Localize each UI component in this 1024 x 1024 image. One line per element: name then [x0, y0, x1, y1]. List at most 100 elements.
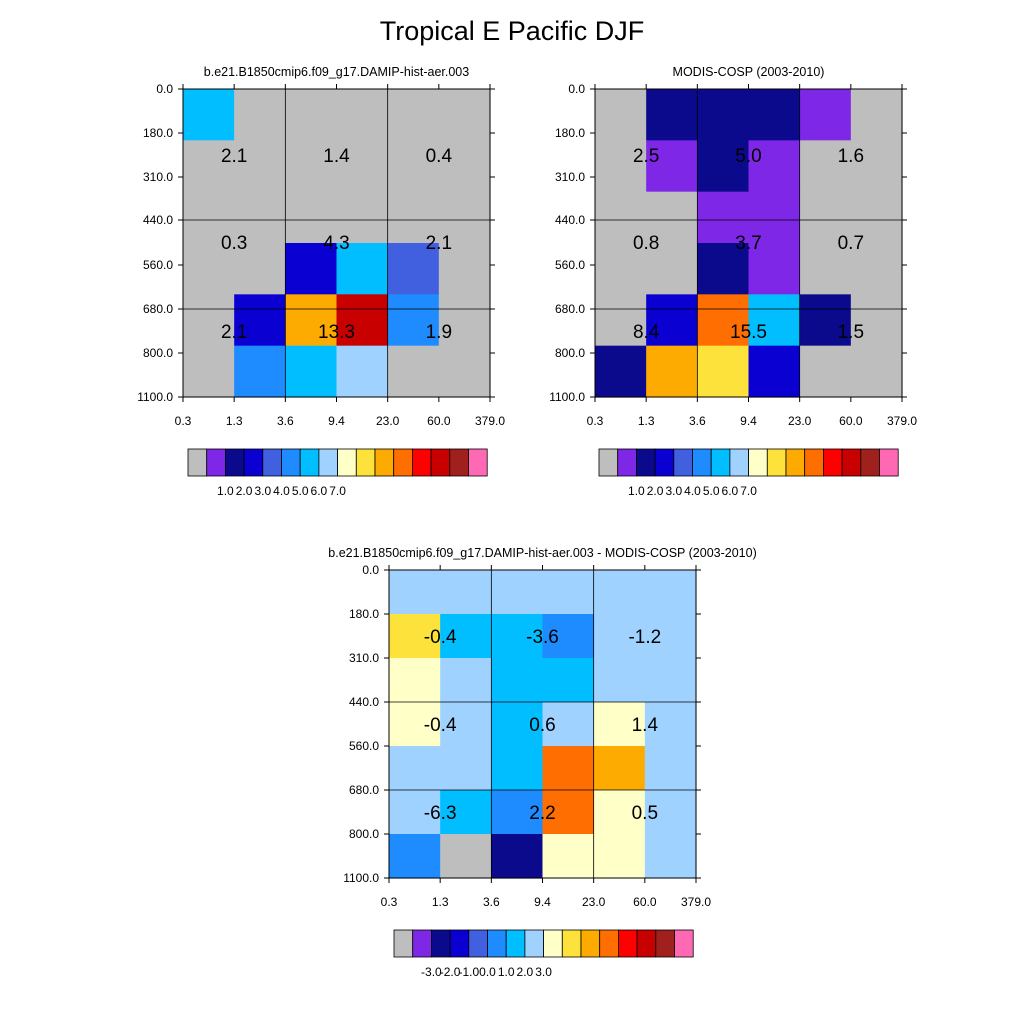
heatmap-cell — [595, 191, 647, 244]
colorbar-label: 4.0 — [684, 484, 701, 498]
colorbar-swatch — [692, 448, 712, 477]
colorbar-label: -1.0 — [458, 965, 479, 979]
colorbar-swatch — [841, 448, 862, 477]
colorbar-swatch — [655, 929, 675, 958]
region-value-label: -0.4 — [424, 715, 457, 736]
region-value-label: -3.6 — [526, 627, 559, 648]
heatmap-cell — [542, 790, 595, 835]
region-value-label: 2.5 — [633, 146, 659, 167]
heatmap-cell — [440, 614, 492, 659]
colorbar-swatch — [654, 448, 675, 477]
colorbar-swatch — [411, 448, 432, 477]
region-value-label: 4.3 — [323, 233, 349, 254]
y-tick-label: 680.0 — [349, 783, 379, 797]
colorbar-swatch — [804, 448, 824, 477]
x-tick-label: 9.4 — [328, 414, 345, 428]
heatmap-cell — [542, 702, 595, 747]
y-tick-label: 800.0 — [349, 827, 379, 841]
heatmap-cell — [542, 614, 595, 659]
colorbar-label: 3.0 — [665, 484, 682, 498]
heatmap-cell — [440, 746, 492, 791]
heatmap-cell — [595, 140, 647, 193]
heatmap-cell — [748, 140, 801, 193]
heatmap-cell — [389, 746, 441, 791]
heatmap-cell — [336, 89, 389, 141]
heatmap-cell — [389, 790, 441, 835]
heatmap-cell — [799, 89, 852, 141]
x-tick-label: 60.0 — [427, 414, 451, 428]
heatmap-cell — [593, 658, 646, 703]
colorbar-swatch — [224, 448, 245, 477]
heatmap-cell — [387, 345, 440, 398]
region-value-label: 3.7 — [735, 233, 761, 254]
colorbar-label: 3.0 — [535, 965, 552, 979]
colorbar-label: -3.0 — [421, 965, 442, 979]
heatmap-cell — [234, 89, 286, 141]
colorbar-label: 2.0 — [236, 484, 253, 498]
panel-difference: b.e21.B1850cmip6.f09_g17.DAMIP-hist-aer.… — [328, 546, 756, 979]
colorbar-swatch — [710, 448, 731, 477]
colorbar-swatch — [374, 448, 395, 477]
heatmap-cell — [748, 191, 801, 244]
colorbar-swatch — [785, 448, 806, 477]
colorbar-swatch — [187, 448, 208, 477]
heatmap-cell — [285, 294, 338, 347]
y-tick-label: 560.0 — [143, 258, 173, 272]
colorbar-swatch — [766, 448, 787, 477]
heatmap-cell — [799, 243, 852, 295]
y-tick-label: 0.0 — [362, 563, 379, 577]
x-tick-label: 3.6 — [689, 414, 706, 428]
heatmap-cell — [542, 746, 595, 791]
colorbar-swatch — [673, 448, 693, 477]
colorbar-swatch — [636, 448, 656, 477]
colorbar-swatch — [430, 929, 451, 958]
heatmap-cell — [748, 243, 801, 295]
x-tick-label: 23.0 — [788, 414, 812, 428]
heatmap-cell — [491, 702, 544, 747]
panel-subtitle: b.e21.B1850cmip6.f09_g17.DAMIP-hist-aer.… — [328, 546, 756, 560]
heatmap-cell — [491, 570, 544, 615]
colorbar-swatch — [599, 929, 619, 958]
heatmap-cell — [644, 658, 697, 703]
region-value-label: 13.3 — [318, 322, 355, 343]
y-tick-label: 440.0 — [349, 695, 379, 709]
region-value-label: -0.4 — [424, 627, 457, 648]
colorbar-swatch — [617, 448, 637, 477]
heatmap-cell — [593, 614, 646, 659]
region-value-label: 1.4 — [632, 715, 659, 736]
region-value-label: 15.5 — [730, 322, 767, 343]
y-tick-label: 440.0 — [555, 213, 585, 227]
heatmap-cell — [799, 140, 852, 193]
heatmap-cell — [183, 294, 235, 347]
heatmap-cell — [593, 834, 646, 879]
colorbar-swatch — [860, 448, 880, 477]
heatmap-cell — [748, 345, 801, 398]
heatmap-cell — [234, 345, 286, 398]
y-tick-label: 180.0 — [349, 607, 379, 621]
region-value-label: 2.1 — [221, 146, 247, 167]
region-value-label: 5.0 — [735, 146, 761, 167]
x-tick-label: 60.0 — [839, 414, 863, 428]
region-value-label: 0.4 — [426, 146, 453, 167]
heatmap-cell — [697, 345, 750, 398]
heatmap-cell — [595, 89, 647, 141]
heatmap-cell — [440, 570, 492, 615]
y-tick-label: 440.0 — [143, 213, 173, 227]
heatmap-cell — [799, 345, 852, 398]
colorbar-swatch — [393, 448, 413, 477]
colorbar-swatch — [879, 448, 899, 477]
y-tick-label: 680.0 — [555, 302, 585, 316]
heatmap-cell — [593, 746, 646, 791]
heatmap-cell — [387, 294, 440, 347]
heatmap-cell — [644, 746, 697, 791]
colorbar-swatch — [487, 929, 507, 958]
heatmap-cell — [440, 834, 492, 879]
x-tick-label: 60.0 — [633, 895, 657, 909]
heatmap-cell — [646, 140, 698, 193]
x-tick-label: 0.3 — [381, 895, 398, 909]
heatmap-cell — [850, 345, 903, 398]
heatmap-cell — [336, 243, 389, 295]
colorbar-swatch — [281, 448, 301, 477]
colorbar-label: 3.0 — [254, 484, 271, 498]
heatmap-cell — [234, 243, 286, 295]
